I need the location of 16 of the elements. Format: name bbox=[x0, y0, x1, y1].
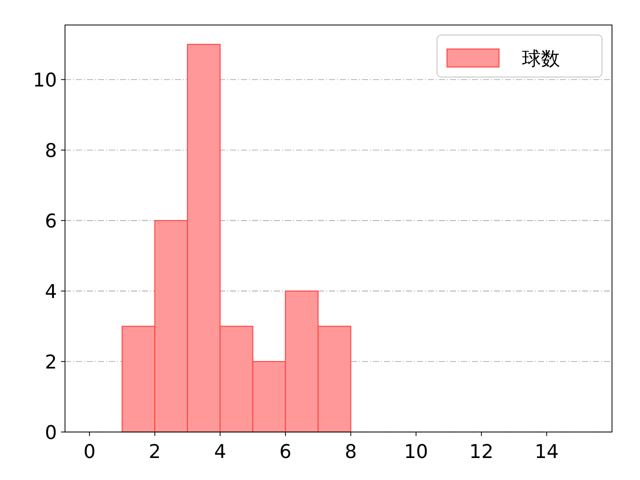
x-tick-label: 8 bbox=[344, 441, 357, 463]
x-tick-label: 14 bbox=[534, 441, 559, 463]
y-tick-label: 10 bbox=[32, 70, 57, 92]
x-tick-label: 2 bbox=[148, 441, 161, 463]
x-tick-label: 0 bbox=[83, 441, 96, 463]
x-tick-label: 12 bbox=[469, 441, 494, 463]
legend-label: 球数 bbox=[522, 48, 560, 70]
y-tick-label: 4 bbox=[44, 281, 57, 304]
y-tick-label: 2 bbox=[44, 352, 57, 374]
y-tick-label: 6 bbox=[44, 210, 57, 233]
x-tick-label: 10 bbox=[404, 441, 428, 463]
x-tick-label: 4 bbox=[214, 441, 226, 463]
legend: 球数 bbox=[436, 34, 602, 78]
x-tick-label: 6 bbox=[279, 441, 292, 463]
y-tick-label: 8 bbox=[44, 140, 57, 162]
y-tick-label: 0 bbox=[44, 422, 57, 444]
